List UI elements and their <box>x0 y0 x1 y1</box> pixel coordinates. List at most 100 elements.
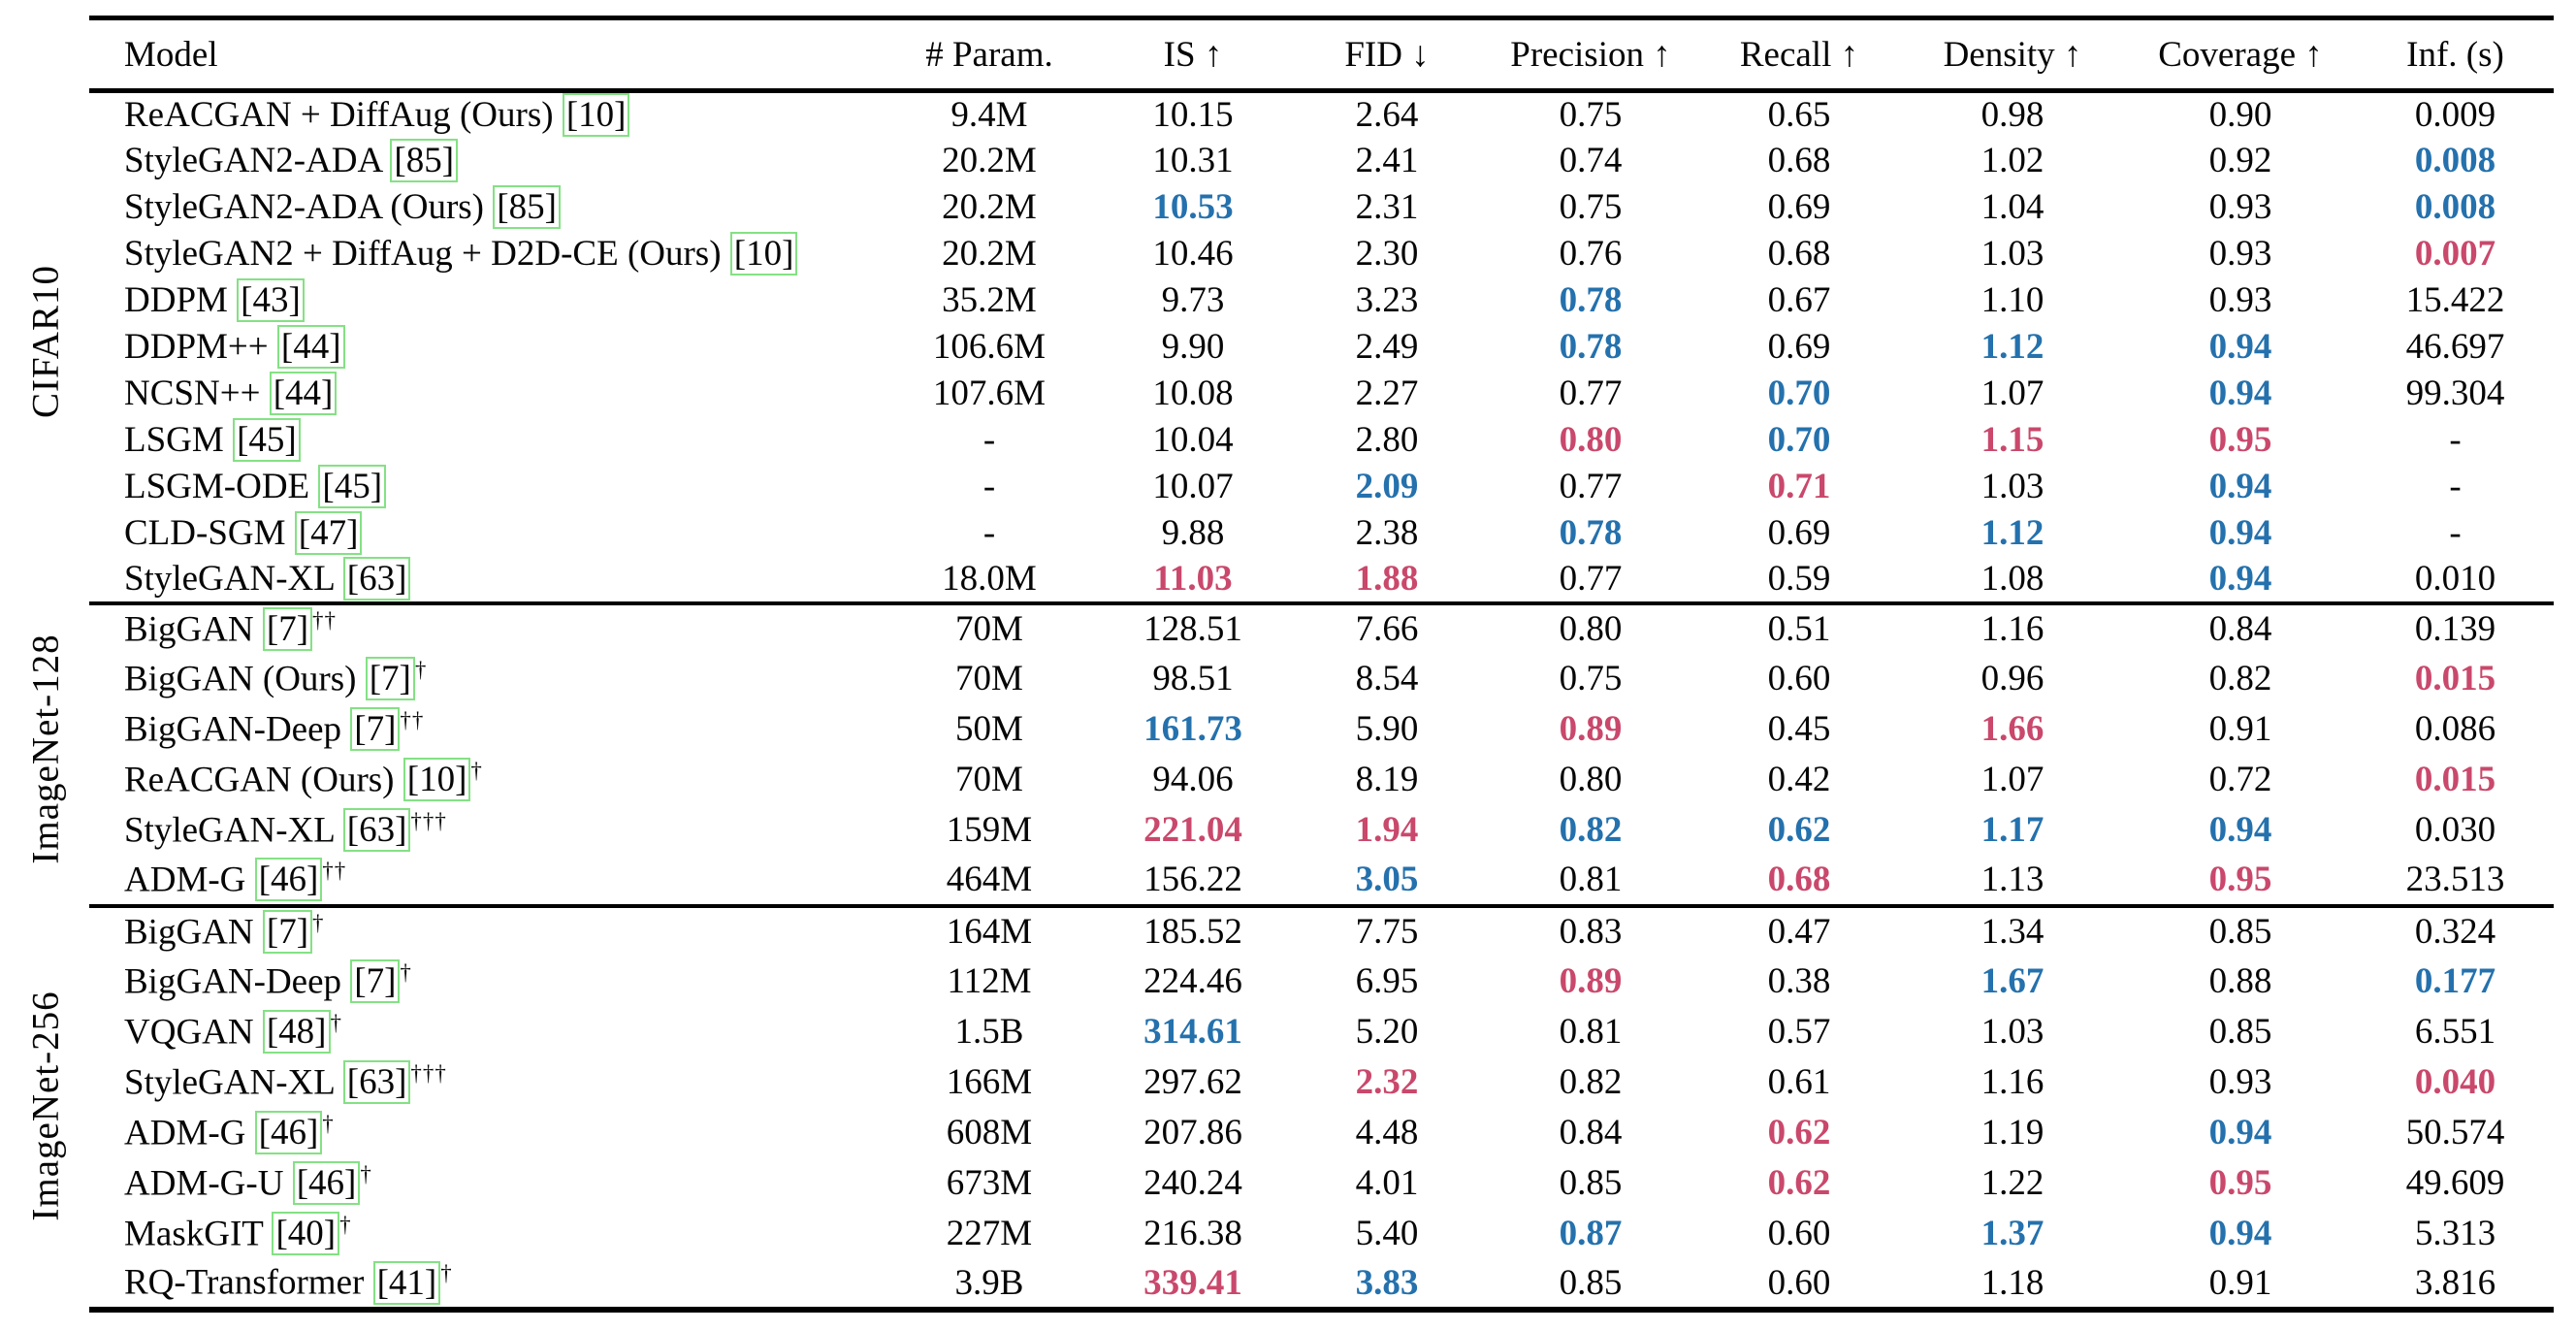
table-row: ReACGAN + DiffAug (Ours) [10] 9.4M 10.15 2.… <box>89 91 2554 138</box>
table-row: StyleGAN2-ADA [85] 20.2M 10.31 2.41 0.74 0.68… <box>89 138 2554 184</box>
metric-value-cell: 0.62 <box>1767 1163 1831 1203</box>
metric-value-cell: 2.27 <box>1355 373 1419 413</box>
metric-value-cell: 0.60 <box>1767 659 1831 698</box>
metric-value-cell: 1.16 <box>1980 609 2045 649</box>
metric-value-cell: 2.09 <box>1355 467 1419 506</box>
column-header-fid: FID ↓ <box>1344 34 1430 75</box>
metric-value-cell: 1.10 <box>1980 280 2045 320</box>
model-name-cell: ReACGAN + DiffAug (Ours) [10] <box>89 91 883 138</box>
metric-value-cell: 0.80 <box>1559 760 1623 799</box>
metric-value-cell: 0.61 <box>1767 1062 1831 1102</box>
table-header: Model # Param. IS ↑ FID ↓ Precision ↑ Re… <box>89 18 2554 91</box>
dagger-marker: ††† <box>410 1060 447 1086</box>
citation-link[interactable]: [7] <box>350 707 401 752</box>
metric-value-cell: 0.007 <box>2414 234 2496 274</box>
citation-link[interactable]: [44] <box>276 325 345 369</box>
metric-value-cell: 1.12 <box>1980 513 2045 553</box>
model-name: StyleGAN2-ADA (Ours) <box>124 187 494 227</box>
metric-value-cell: 23.513 <box>2405 860 2505 899</box>
metric-value-cell: 2.32 <box>1355 1062 1419 1102</box>
metric-value-cell: 8.54 <box>1355 659 1419 698</box>
metric-value-cell: 3.05 <box>1355 860 1419 899</box>
metric-value-cell: 0.75 <box>1559 95 1623 136</box>
model-name: LSGM-ODE <box>124 467 319 506</box>
citation-link[interactable]: [46] <box>254 1111 323 1155</box>
metric-value-cell: 0.015 <box>2414 659 2496 698</box>
metric-value-cell: 1.5B <box>954 1012 1024 1052</box>
metric-value-cell: 0.88 <box>2208 961 2272 1001</box>
metric-value-cell: 0.62 <box>1767 810 1831 850</box>
metric-value-cell: 0.84 <box>2208 609 2272 649</box>
model-name-cell: ADM-G-U [46] † <box>89 1158 883 1209</box>
model-name-cell: LSGM-ODE [45] <box>89 464 883 510</box>
citation-link[interactable]: [7] <box>350 959 401 1004</box>
metric-value-cell: 0.139 <box>2414 609 2496 649</box>
metric-value-cell: 1.07 <box>1980 373 2045 413</box>
metric-value-cell: 15.422 <box>2405 280 2505 320</box>
citation-link[interactable]: [41] <box>372 1260 441 1305</box>
metric-value-cell: 1.19 <box>1980 1113 2045 1152</box>
citation-link[interactable]: [46] <box>292 1161 361 1206</box>
citation-link[interactable]: [7] <box>262 607 313 652</box>
table-row: BigGAN-Deep [7] † 112M 224.46 6.95 0.89 0.38 1.… <box>89 957 2554 1007</box>
metric-value-cell: 0.81 <box>1559 1012 1623 1052</box>
metric-value-cell: 1.34 <box>1980 912 2045 952</box>
citation-link[interactable]: [7] <box>365 657 415 701</box>
metric-value-cell: 20.2M <box>942 141 1037 180</box>
metric-value-cell: 0.95 <box>2208 860 2272 899</box>
model-name: MaskGIT <box>124 1214 273 1254</box>
citation-link[interactable]: [85] <box>390 139 459 182</box>
group-label-cifar10: CIFAR10 <box>24 265 67 418</box>
metric-value-cell: 10.53 <box>1152 187 1234 227</box>
model-name-cell: StyleGAN2-ADA [85] <box>89 138 883 184</box>
metric-value-cell: 1.22 <box>1980 1163 2045 1203</box>
citation-link[interactable]: [63] <box>342 1060 411 1105</box>
model-name-cell: BigGAN-Deep [7] † <box>89 957 883 1007</box>
citation-link[interactable]: [10] <box>729 232 798 276</box>
model-name: BigGAN <box>124 912 263 953</box>
metric-value-cell: 0.78 <box>1559 280 1623 320</box>
metric-value-cell: 106.6M <box>932 327 1046 367</box>
citation-link[interactable]: [47] <box>294 511 363 555</box>
metric-value-cell: 159M <box>946 810 1033 850</box>
model-name-cell: StyleGAN2 + DiffAug + D2D-CE (Ours) [10] <box>89 231 883 277</box>
citation-link[interactable]: [48] <box>262 1010 331 1055</box>
citation-link[interactable]: [45] <box>233 418 301 462</box>
column-header-is: IS ↑ <box>1163 34 1223 75</box>
results-table: Model # Param. IS ↑ FID ↓ Precision ↑ Re… <box>89 16 2554 1313</box>
citation-link[interactable]: [63] <box>342 808 411 853</box>
metric-value-cell: 0.086 <box>2414 709 2496 749</box>
citation-link[interactable]: [63] <box>342 557 411 601</box>
citation-link[interactable]: [10] <box>402 758 471 802</box>
metric-value-cell: 673M <box>946 1163 1033 1203</box>
column-header-recall: Recall ↑ <box>1739 34 1859 75</box>
metric-value-cell: 0.74 <box>1559 141 1623 180</box>
metric-value-cell: - <box>982 513 996 553</box>
citation-link[interactable]: [7] <box>262 910 313 955</box>
metric-value-cell: 9.90 <box>1161 327 1225 367</box>
metric-value-cell: 0.51 <box>1767 609 1831 649</box>
model-name-cell: StyleGAN-XL [63] ††† <box>89 805 883 856</box>
citation-link[interactable]: [44] <box>269 372 338 415</box>
metric-value-cell: 166M <box>946 1062 1033 1102</box>
citation-link[interactable]: [45] <box>318 465 387 508</box>
metric-value-cell: 156.22 <box>1143 860 1242 899</box>
citation-link[interactable]: [46] <box>254 858 323 902</box>
dagger-marker: † <box>400 959 412 985</box>
table-row: LSGM [45] - 10.04 2.80 0.80 0.70 1.15 0.95 - <box>89 417 2554 464</box>
citation-link[interactable]: [85] <box>493 185 561 229</box>
metric-value-cell: 240.24 <box>1143 1163 1242 1203</box>
metric-value-cell: 0.68 <box>1767 141 1831 180</box>
metric-value-cell: 5.40 <box>1355 1214 1419 1253</box>
metric-value-cell: 0.62 <box>1767 1113 1831 1152</box>
model-name-cell: StyleGAN-XL [63] <box>89 557 883 603</box>
model-name-cell: BigGAN [7] † <box>89 906 883 957</box>
metric-value-cell: 2.31 <box>1355 187 1419 227</box>
metric-value-cell: 0.85 <box>1559 1163 1623 1203</box>
metric-value-cell: 1.07 <box>1980 760 2045 799</box>
citation-link[interactable]: [43] <box>237 278 305 322</box>
citation-link[interactable]: [40] <box>272 1212 340 1256</box>
column-header-density: Density ↑ <box>1943 34 2082 75</box>
model-name: ADM-G-U <box>124 1163 293 1204</box>
citation-link[interactable]: [10] <box>562 93 630 138</box>
